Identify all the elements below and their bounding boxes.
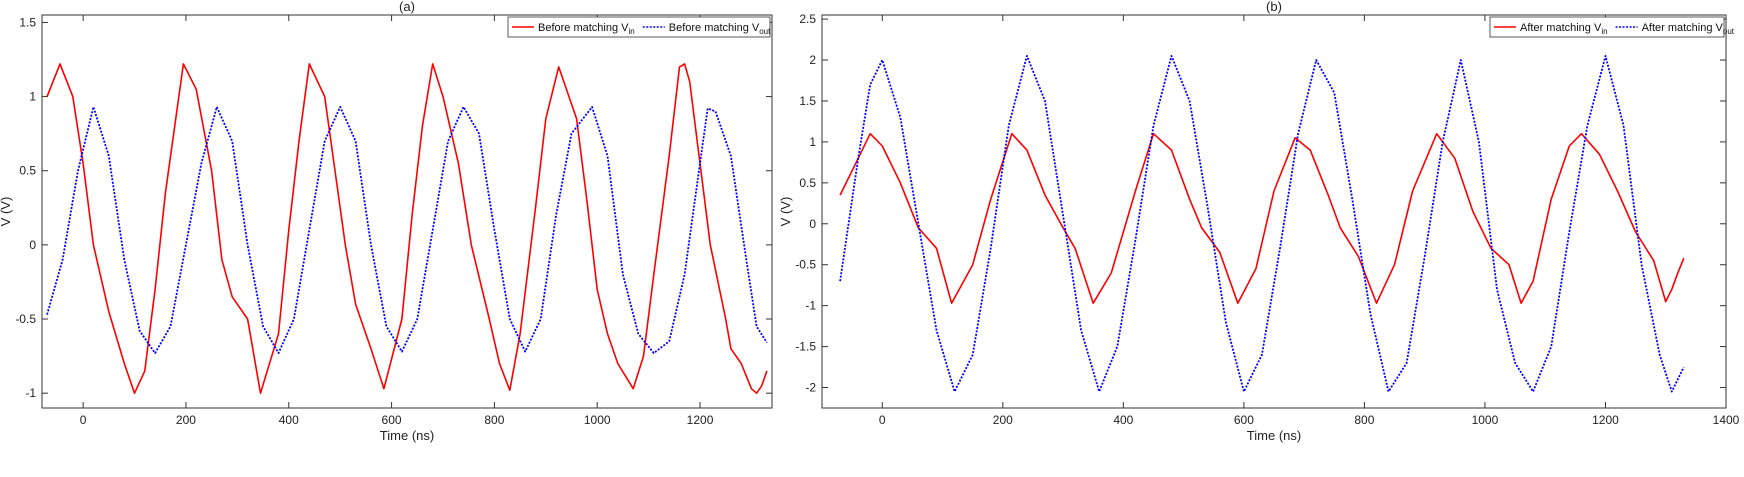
panel-b: (b) 0 200 400 600 800 1000 1200 1400 -2 -1.5 -1 -0.5… <box>778 0 1740 443</box>
x-axis-label: Time (ns) <box>1247 428 1301 443</box>
legend-label-main: Before matching V <box>669 22 760 34</box>
legend-label: After matching Vout <box>1642 22 1735 36</box>
legend-label-main: After matching V <box>1642 22 1724 34</box>
x-tick-label: 0 <box>80 413 87 427</box>
panel-title: (a) <box>399 0 415 14</box>
y-tick-label: -0.5 <box>795 258 816 272</box>
x-tick-label: 200 <box>176 413 196 427</box>
x-tick-label: 1000 <box>1472 413 1499 427</box>
y-tick-label: -1.5 <box>795 340 816 354</box>
y-tick-label: 0 <box>809 217 816 231</box>
y-tick-label: 1 <box>29 90 36 104</box>
panel-a: (a) 0 200 400 600 800 1000 1200 -1 -0.5 0 0.5 1 1.5 Ti… <box>0 0 773 443</box>
plot-area <box>821 14 1727 409</box>
series-line-vout <box>46 106 768 355</box>
x-tick-label: 0 <box>879 413 886 427</box>
x-tick-label: 1000 <box>584 413 611 427</box>
y-tick-label: -0.5 <box>15 312 36 326</box>
y-tick-label: -2 <box>805 381 816 395</box>
y-tick-label: 1.5 <box>19 15 36 29</box>
y-tick-label: 2 <box>809 53 816 67</box>
legend-entry: Before matching Vout <box>642 22 771 36</box>
legend: Before matching Vin Before matching Vout <box>507 16 771 38</box>
y-tick-label: 0.5 <box>19 164 36 178</box>
x-tick-label: 800 <box>1354 413 1374 427</box>
series-line-vout <box>839 55 1685 393</box>
x-tick-label: 200 <box>993 413 1013 427</box>
x-tick-label: 1200 <box>1592 413 1619 427</box>
x-tick-label: 400 <box>279 413 299 427</box>
y-tick-label: 0.5 <box>799 176 816 190</box>
legend-entry: After matching Vin <box>1494 22 1608 36</box>
legend-entry: After matching Vout <box>1615 22 1735 36</box>
legend-label-subscript: out <box>1723 27 1735 36</box>
x-tick-label: 400 <box>1113 413 1133 427</box>
legend-label-main: Before matching V <box>538 22 629 34</box>
y-axis-label: V (V) <box>0 197 13 227</box>
legend-label-subscript: in <box>629 27 635 36</box>
legend-label: Before matching Vin <box>538 22 635 36</box>
y-tick-label: 2.5 <box>799 12 816 26</box>
y-tick-label: -1 <box>25 386 36 400</box>
legend-label: After matching Vin <box>1520 22 1608 36</box>
series-line-vin <box>839 132 1685 305</box>
y-axis-label: V (V) <box>778 197 793 227</box>
y-tick-label: -1 <box>805 299 816 313</box>
x-tick-label: 600 <box>382 413 402 427</box>
x-tick-label: 600 <box>1234 413 1254 427</box>
panel-title: (b) <box>1266 0 1282 14</box>
series-line-vin <box>46 63 768 395</box>
legend-label-subscript: out <box>759 27 771 36</box>
y-tick-label: 1 <box>809 135 816 149</box>
legend-label-subscript: in <box>1601 27 1607 36</box>
y-tick-label: 1.5 <box>799 94 816 108</box>
legend-label: Before matching Vout <box>669 22 771 36</box>
x-axis-label: Time (ns) <box>380 428 434 443</box>
y-tick-label: 0 <box>29 238 36 252</box>
legend-label-main: After matching V <box>1520 22 1602 34</box>
x-tick-label: 1200 <box>687 413 714 427</box>
legend-box <box>1489 16 1725 38</box>
x-tick-label: 1400 <box>1713 413 1740 427</box>
x-tick-label: 800 <box>484 413 504 427</box>
legend: After matching Vin After matching Vout <box>1489 16 1735 38</box>
legend-box <box>507 16 771 38</box>
legend-entry: Before matching Vin <box>512 22 635 36</box>
